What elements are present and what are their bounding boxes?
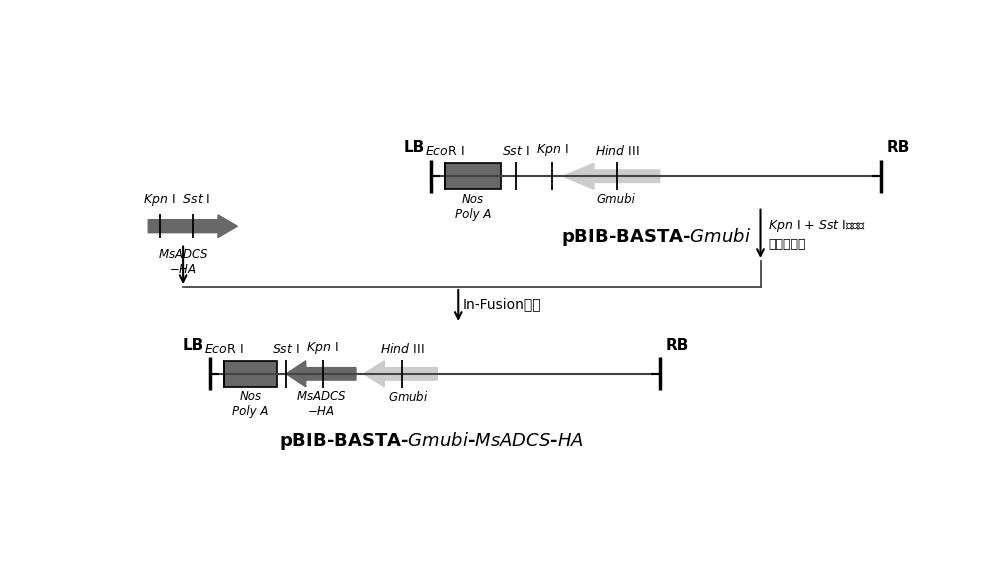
Text: RB: RB — [666, 338, 689, 353]
Text: $\it{MsADCS}$
$\it{-HA}$: $\it{MsADCS}$ $\it{-HA}$ — [158, 248, 208, 276]
Text: $\it{Kpn}$ I: $\it{Kpn}$ I — [536, 142, 568, 158]
FancyArrow shape — [286, 361, 356, 387]
Text: RB: RB — [887, 140, 910, 156]
Text: Nos
Poly A: Nos Poly A — [232, 390, 269, 418]
Bar — [445, 163, 501, 190]
Text: $\it{Sst}$ I: $\it{Sst}$ I — [502, 145, 529, 158]
Text: In-Fusion克隆: In-Fusion克隆 — [462, 297, 541, 311]
Text: $\it{Eco}$R I: $\it{Eco}$R I — [204, 342, 244, 356]
Text: $\it{Eco}$R I: $\it{Eco}$R I — [425, 145, 465, 158]
FancyArrow shape — [364, 361, 437, 387]
Text: $\it{Kpn}$ I: $\it{Kpn}$ I — [306, 340, 339, 356]
FancyArrow shape — [563, 163, 660, 190]
Text: LB: LB — [183, 338, 204, 353]
Text: $\it{Kpn}$ I  $\it{Sst}$ I: $\it{Kpn}$ I $\it{Sst}$ I — [143, 192, 210, 208]
Bar — [224, 361, 277, 387]
Text: $\it{Kpn}$ I + $\it{Sst}$ I双酶切
回收大片段: $\it{Kpn}$ I + $\it{Sst}$ I双酶切 回收大片段 — [768, 218, 866, 252]
Text: pBIB-BASTA-$\it{Gmubi}$: pBIB-BASTA-$\it{Gmubi}$ — [561, 226, 751, 248]
FancyArrow shape — [148, 215, 237, 237]
Text: $\it{MsADCS}$
$\it{-HA}$: $\it{MsADCS}$ $\it{-HA}$ — [296, 390, 346, 418]
Text: LB: LB — [404, 140, 425, 156]
Text: $\it{Sst}$ I: $\it{Sst}$ I — [272, 342, 300, 356]
Text: pBIB-BASTA-$\it{Gmubi}$-$\it{MsADCS}$-$\it{HA}$: pBIB-BASTA-$\it{Gmubi}$-$\it{MsADCS}$-$\… — [279, 430, 583, 452]
Text: $\it{Gmubi}$: $\it{Gmubi}$ — [388, 390, 428, 404]
Text: Nos
Poly A: Nos Poly A — [455, 193, 491, 221]
Text: $\it{Hind}$ III: $\it{Hind}$ III — [595, 144, 639, 158]
Text: Gmubi: Gmubi — [597, 193, 636, 206]
Text: $\it{Hind}$ III: $\it{Hind}$ III — [380, 342, 425, 356]
